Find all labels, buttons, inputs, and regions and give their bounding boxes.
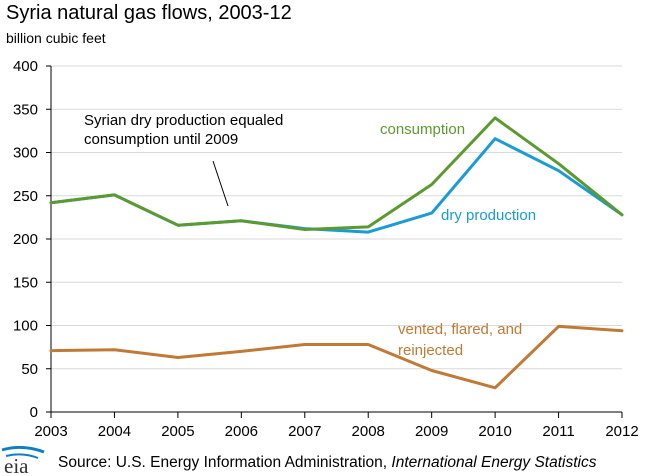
x-tick-label: 2008 [352, 423, 385, 440]
x-tick-label: 2003 [34, 423, 67, 440]
source-note: Source: U.S. Energy Information Administ… [58, 454, 596, 472]
x-tick-label: 2012 [605, 423, 638, 440]
eia-logo: eia [1, 446, 45, 476]
chart-title: Syria natural gas flows, 2003-12 [6, 2, 292, 24]
series-lines [49, 116, 624, 390]
vented-label-line2: reinjected [398, 342, 463, 359]
y-tick-label: 400 [13, 58, 38, 75]
x-tick-label: 2007 [288, 423, 321, 440]
series-line-vented-flared-and-reinjected [49, 324, 624, 390]
logo-wordmark: eia [4, 454, 29, 476]
y-tick-label: 150 [13, 274, 38, 291]
x-tick-label: 2009 [415, 423, 448, 440]
series-line-consumption [49, 116, 624, 231]
grid-lines [51, 65, 622, 370]
consumption-label: consumption [380, 121, 465, 138]
y-tick-label: 0 [30, 404, 38, 421]
x-tick-label: 2004 [98, 423, 131, 440]
x-tick-label: 2006 [225, 423, 258, 440]
dry-production-label: dry production [441, 207, 536, 224]
y-tick-label: 250 [13, 188, 38, 205]
y-tick-label: 350 [13, 101, 38, 118]
source-publication: International Energy Statistics [391, 454, 597, 471]
annotation-pointer [212, 160, 229, 207]
source-prefix: Source: U.S. Energy Information Administ… [58, 454, 388, 471]
y-tick-label: 100 [13, 318, 38, 335]
y-axis-ticks: 0 50 100 150 200 250 300 350 400 [13, 58, 38, 421]
x-axis-ticks: 2003 2004 2005 2006 2007 2008 2009 2010 2011 2012 [34, 423, 638, 440]
vented-label-line1: vented, flared, and [398, 321, 522, 338]
x-tick-label: 2010 [478, 423, 511, 440]
annotation-note-line2: consumption until 2009 [84, 131, 238, 148]
x-tick-label: 2005 [161, 423, 194, 440]
axes [46, 65, 623, 418]
y-tick-label: 50 [21, 361, 38, 378]
chart-subtitle: billion cubic feet [6, 30, 106, 46]
y-tick-label: 200 [13, 231, 38, 248]
annotation-note-line1: Syrian dry production equaled [84, 112, 283, 129]
y-tick-label: 300 [13, 145, 38, 162]
x-tick-label: 2011 [542, 423, 574, 440]
footer: eia Source: U.S. Energy Information Admi… [0, 446, 646, 476]
